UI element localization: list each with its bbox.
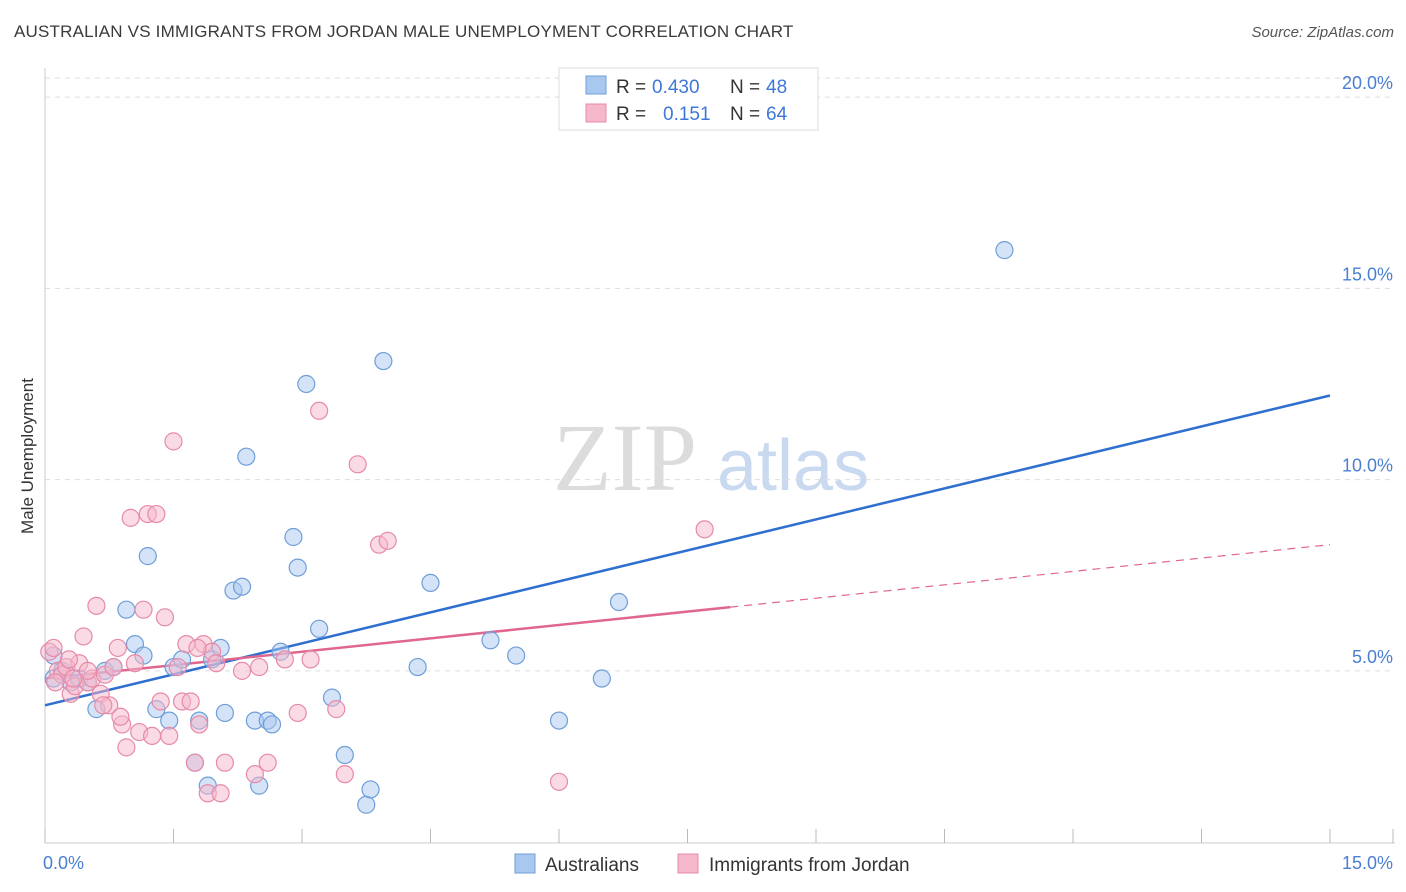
jordan-point [232,661,252,680]
legend-r-value: 0.430 [652,77,700,98]
jordan-point [59,650,79,669]
jordan-point [185,753,205,772]
jordan-point [348,455,367,474]
australians-point [507,646,526,665]
legend-n-label: N = [730,104,760,125]
jordan-point [108,638,127,658]
bottom-legend: Australians Immigrants from Jordan [514,853,910,876]
bottom-legend-swatch-australians [514,853,536,874]
legend-swatch-australians [585,75,607,95]
australians-point [232,577,252,596]
jordan-point [87,596,106,615]
jordan-point [78,661,97,680]
jordan-point [164,432,183,451]
legend-r-label: R = [616,77,646,98]
australians-point [481,631,500,650]
jordan-point [250,657,269,677]
jordan-point [155,608,175,627]
jordan-point [695,520,714,539]
legend-r-label: R = [616,104,646,125]
jordan-point [288,703,307,723]
australians-point [361,780,380,799]
y-tick-label: 15.0% [1342,264,1393,284]
jordan-point [151,692,170,711]
jordan-point [181,692,200,711]
jordan-point [134,600,153,619]
jordan-point [121,508,140,527]
legend-n-value: 48 [766,77,787,98]
australians-point [995,241,1014,260]
jordan-point [190,715,209,734]
australians-point [160,711,179,730]
x-tick-label: 0.0% [43,853,84,873]
chart-title: AUSTRALIAN VS IMMIGRANTS FROM JORDAN MAL… [14,22,794,41]
australians-point [421,573,440,593]
chart-source: Source: ZipAtlas.com [1251,24,1394,41]
australians-point [408,657,427,677]
legend-n-label: N = [730,77,760,98]
jordan-point [117,738,136,757]
australians-point [262,715,282,734]
jordan-point [378,531,397,550]
australians-point [288,558,307,577]
watermark-zip: ZIP [553,404,697,511]
australians-point [357,795,376,814]
jordan-point [125,654,145,673]
jordan-point [258,753,277,772]
y-tick-label: 10.0% [1342,456,1393,476]
australians-point [138,547,157,566]
australians-point [215,703,234,723]
jordan-point [147,504,166,524]
australians-point [335,745,354,765]
jordan-point [74,627,93,646]
jordan-point [168,657,187,677]
jordan-point [94,696,113,715]
jordan-point [310,401,329,420]
australians-point [310,619,329,638]
jordan-point [46,673,65,692]
australians-point [237,447,256,466]
jordan-point [211,784,230,803]
y-axis-label: Male Unemployment [18,378,37,534]
australians-point [297,374,316,394]
watermark-atlas: atlas [717,426,869,506]
legend-r-value: 0.151 [663,104,711,125]
jordan-point [245,765,264,784]
bottom-legend-swatch-jordan [677,853,699,874]
jordan-point [301,650,320,669]
australians-point [609,592,629,612]
legend-swatch-jordan [585,103,607,123]
jordan-point [207,654,226,673]
australians-point [374,351,393,371]
jordan-trend-line-dashed [730,544,1331,608]
australians-point [549,711,569,730]
x-tick-label: 15.0% [1342,853,1393,873]
jordan-point [188,638,207,658]
legend: R = 0.430 N = 48 R = 0.151 N = 64 [558,67,819,131]
jordan-trend-line [44,605,731,680]
jordan-point [160,726,179,746]
y-tick-label: 5.0% [1352,647,1393,667]
australians-point [592,669,611,688]
jordan-point [44,638,63,658]
bottom-legend-label-jordan: Immigrants from Jordan [709,855,910,876]
bottom-legend-label-australians: Australians [545,855,639,876]
jordan-point [215,753,234,772]
australians-trend-line [44,394,1331,707]
legend-n-value: 64 [766,104,788,125]
australians-point [284,527,303,547]
jordan-point [64,669,83,688]
jordan-point [275,650,294,669]
y-tick-label: 20.0% [1342,73,1393,93]
jordan-point [111,707,130,726]
jordan-point [142,726,162,746]
jordan-point [327,700,346,719]
jordan-point [104,657,123,677]
australians-point [117,600,136,619]
jordan-point [549,772,569,791]
jordan-point [335,765,354,784]
